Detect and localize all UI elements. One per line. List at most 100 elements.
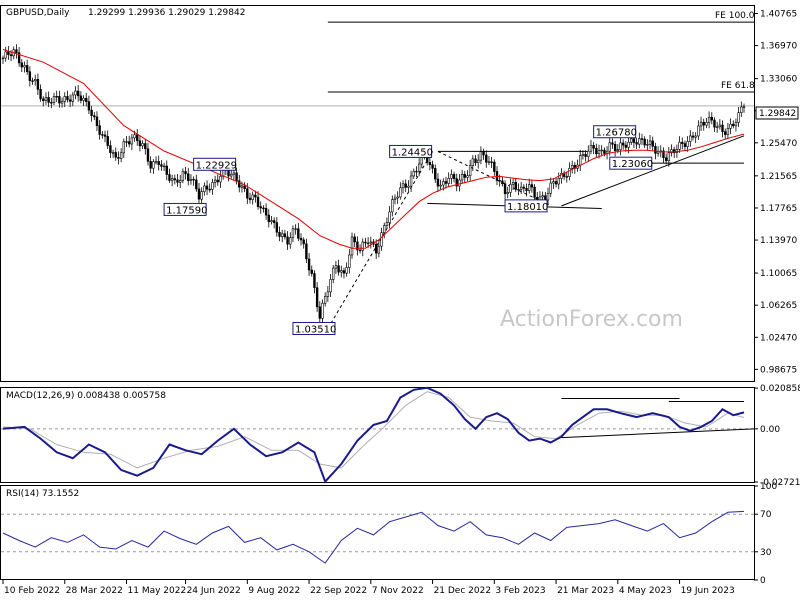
time-tick-label: 24 Jun 2022 bbox=[187, 586, 241, 596]
candle-body bbox=[710, 117, 713, 121]
candle-body bbox=[672, 149, 676, 153]
candle-body bbox=[439, 184, 442, 187]
candle-body bbox=[595, 147, 598, 155]
candle-body bbox=[662, 150, 665, 159]
candle-body bbox=[243, 185, 246, 190]
price-label-box bbox=[292, 321, 336, 335]
candle-body bbox=[506, 192, 509, 195]
candle-body bbox=[369, 241, 373, 244]
candle-body bbox=[383, 225, 386, 233]
candle-body bbox=[323, 296, 327, 304]
candle-body bbox=[503, 183, 507, 195]
candle-body bbox=[281, 233, 284, 237]
candle-body bbox=[138, 140, 142, 147]
candle-body bbox=[361, 241, 364, 251]
candle-body bbox=[168, 174, 171, 181]
candle-body bbox=[434, 168, 437, 180]
price-tick-label: 1.21565 bbox=[760, 172, 797, 182]
candle-body bbox=[514, 182, 517, 190]
rsi-grid bbox=[1, 513, 754, 553]
candle-body bbox=[270, 220, 273, 223]
candle-body bbox=[109, 145, 112, 153]
candle-body bbox=[560, 173, 563, 179]
candle-body bbox=[683, 143, 687, 147]
time-tick-label: 9 Aug 2022 bbox=[248, 586, 300, 596]
candle-body bbox=[42, 98, 45, 101]
candle-body bbox=[332, 267, 335, 280]
candle-body bbox=[724, 131, 727, 135]
candle-body bbox=[157, 161, 160, 165]
candle-body bbox=[50, 102, 53, 104]
candle-body bbox=[321, 302, 324, 319]
candle-body bbox=[401, 183, 405, 189]
candle-body bbox=[82, 97, 85, 101]
candle-body bbox=[393, 197, 397, 200]
last-price-label: 1.29842 bbox=[759, 109, 796, 119]
candle-body bbox=[240, 185, 244, 188]
candle-body bbox=[530, 184, 534, 188]
candle-body bbox=[463, 173, 466, 178]
candle-body bbox=[195, 179, 198, 190]
price-label: 1.17590 bbox=[166, 205, 207, 216]
rsi-line bbox=[2, 510, 745, 564]
candle-body bbox=[350, 236, 354, 256]
candle-body bbox=[178, 180, 182, 183]
candle-body bbox=[275, 222, 279, 233]
macd-tick-label: -0.027213 bbox=[760, 478, 800, 488]
macd-panel-frame bbox=[0, 387, 755, 483]
candle-body bbox=[366, 242, 370, 245]
candle-body bbox=[517, 188, 520, 191]
candle-body bbox=[493, 161, 496, 172]
candle-body bbox=[356, 241, 359, 251]
price-label-box bbox=[593, 125, 637, 139]
candle-body bbox=[213, 179, 217, 183]
candle-body bbox=[254, 194, 257, 198]
candle-body bbox=[447, 178, 450, 184]
candle-body bbox=[28, 71, 32, 81]
candle-body bbox=[1, 57, 5, 60]
candle-body bbox=[621, 142, 625, 146]
candle-body bbox=[146, 148, 150, 162]
candle-body bbox=[289, 237, 292, 245]
candle-body bbox=[471, 158, 475, 166]
price-label-box bbox=[504, 199, 548, 213]
candle-body bbox=[318, 306, 322, 319]
candle-body bbox=[125, 141, 128, 143]
candle-body bbox=[302, 239, 305, 245]
rsi-title: RSI(14) 73.1552 bbox=[6, 489, 79, 499]
price-label: 1.26780 bbox=[596, 128, 637, 139]
candle-body bbox=[737, 112, 740, 123]
candle-body bbox=[119, 152, 123, 159]
candle-body bbox=[208, 188, 211, 191]
candle-body bbox=[399, 187, 402, 198]
candle-body bbox=[44, 97, 48, 101]
rsi-axis: 100 70 30 0 bbox=[754, 482, 777, 586]
candle-body bbox=[385, 222, 389, 226]
candle-body bbox=[216, 179, 219, 183]
price-label: 1.03510 bbox=[295, 324, 336, 335]
candle-body bbox=[509, 183, 512, 193]
candle-body bbox=[340, 270, 343, 273]
candle-body bbox=[552, 181, 555, 184]
last-price-badge bbox=[755, 106, 799, 120]
candle-body bbox=[297, 228, 300, 239]
candle-body bbox=[192, 178, 195, 181]
candle-body bbox=[726, 128, 730, 135]
price-tick-label: 1.40765 bbox=[760, 9, 797, 19]
candle-body bbox=[664, 157, 668, 162]
candle-body bbox=[388, 211, 391, 223]
candle-body bbox=[533, 186, 536, 198]
price-label: 1.22929 bbox=[196, 160, 237, 171]
candle-body bbox=[613, 143, 617, 151]
candle-body bbox=[238, 180, 241, 188]
candle-body bbox=[487, 161, 491, 163]
candle-body bbox=[519, 186, 523, 190]
candle-body bbox=[4, 51, 7, 59]
candle-body bbox=[391, 199, 394, 213]
price-annotations: FE 100.0 FE 61.8 bbox=[1, 11, 755, 329]
candle-body bbox=[58, 96, 61, 104]
candle-body bbox=[584, 153, 587, 157]
candle-body bbox=[165, 165, 168, 175]
candle-body bbox=[705, 122, 708, 126]
candle-body bbox=[377, 245, 381, 254]
